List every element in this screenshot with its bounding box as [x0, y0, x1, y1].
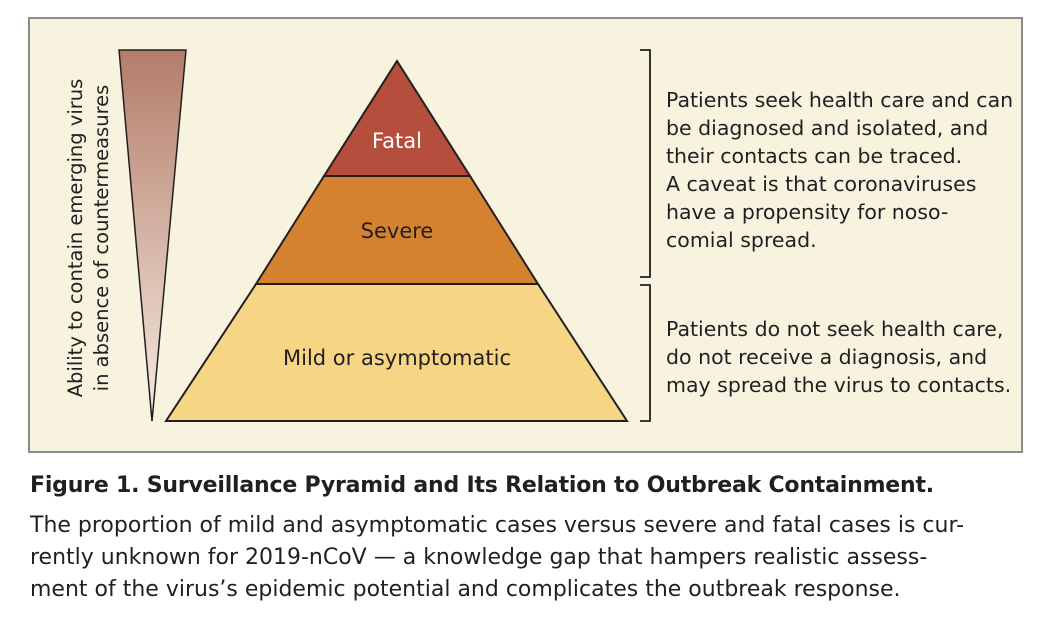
figure-caption-body: The proportion of mild and asymptomatic … — [30, 513, 965, 602]
containment-wedge — [118, 49, 187, 422]
pyramid-tier-mild — [164, 283, 629, 422]
lower-note: Patients do not seek health care, do not… — [666, 317, 1012, 397]
upper-note: Patients seek health care and can be dia… — [666, 88, 1014, 252]
tier-label-fatal: Fatal — [372, 129, 422, 153]
axis-label-line1: Ability to contain emerging virus — [64, 79, 87, 398]
surveillance-pyramid-diagram: Fatal Severe Mild or asymptomatic Abilit… — [64, 49, 651, 422]
axis-label-line2: in absence of countermeasures — [90, 85, 113, 392]
lower-bracket — [640, 284, 651, 422]
upper-bracket — [640, 49, 651, 278]
pyramid-tier-fatal — [322, 59, 472, 177]
tier-label-mild: Mild or asymptomatic — [283, 346, 511, 370]
figure-caption-title: Figure 1. Surveillance Pyramid and Its R… — [30, 473, 934, 498]
tier-label-severe: Severe — [361, 219, 434, 243]
